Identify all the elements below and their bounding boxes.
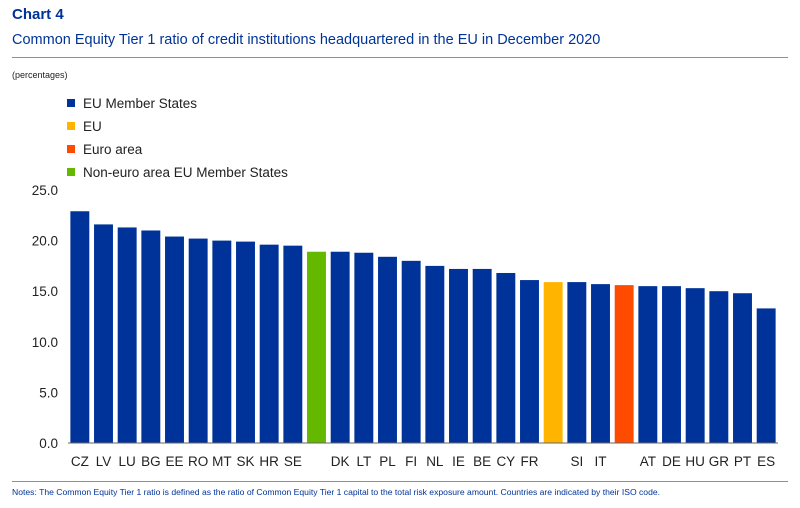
bar-gr [709, 291, 729, 443]
x-tick-label: SI [570, 454, 583, 469]
x-tick-label: SK [236, 454, 254, 469]
x-tick-label: BG [141, 454, 161, 469]
bar-be [472, 268, 492, 443]
legend-swatch-0 [67, 99, 75, 107]
bar-ie [449, 268, 468, 443]
legend-label-1: EU [83, 119, 102, 134]
bar-ee [165, 236, 184, 443]
bar-fi [401, 260, 421, 443]
bar-lu [117, 227, 137, 443]
bar-pl [378, 256, 397, 443]
bar-lt [354, 252, 374, 443]
footnote: Notes: The Common Equity Tier 1 ratio is… [12, 487, 661, 497]
legend: EU Member States EU Euro area Non-euro area… [67, 96, 288, 180]
chart-title: Common Equity Tier 1 ratio of credit ins… [12, 32, 601, 48]
bar-cy [496, 272, 516, 443]
x-tick-label: DE [662, 454, 681, 469]
bar-it [591, 284, 610, 443]
bar-fr [520, 280, 539, 443]
x-tick-label: EE [165, 454, 183, 469]
bar-cz [70, 211, 90, 443]
bar-hu [685, 288, 705, 443]
x-tick-label: AT [640, 454, 656, 469]
chart-number: Chart 4 [12, 6, 64, 23]
y-tick-label: 5.0 [39, 385, 58, 400]
x-tick-label: PL [379, 454, 396, 469]
legend-label-3: Non-euro area EU Member States [83, 165, 288, 180]
x-tick-label: IT [595, 454, 607, 469]
bar-hr [259, 244, 279, 443]
header-divider [12, 57, 788, 58]
x-tick-label: FI [405, 454, 417, 469]
x-tick-label: RO [188, 454, 208, 469]
x-tick-label: CY [496, 454, 515, 469]
bar-bg [141, 230, 161, 443]
x-tick-label: NL [426, 454, 444, 469]
legend-swatch-2 [67, 145, 75, 153]
bar-chart: EU Member States EU Euro area Non-euro area… [32, 96, 778, 469]
x-tick-label: MT [212, 454, 232, 469]
x-tick-label: HU [685, 454, 705, 469]
x-tick-label: LV [96, 454, 112, 469]
legend-swatch-1 [67, 122, 75, 130]
bar-ro [188, 238, 208, 443]
y-tick-label: 25.0 [32, 183, 58, 198]
bar-pt [733, 293, 752, 443]
x-tick-label: IE [452, 454, 465, 469]
x-tick-label: ES [757, 454, 775, 469]
bar-si [567, 282, 587, 443]
y-tick-label: 10.0 [32, 335, 58, 350]
x-tick-label: HR [259, 454, 279, 469]
bar-aggregate [307, 251, 326, 443]
y-tick-label: 15.0 [32, 284, 58, 299]
bar-se [283, 245, 303, 443]
y-axis: 0.0 5.0 10.0 15.0 20.0 25.0 [32, 183, 58, 451]
x-tick-label: SE [284, 454, 302, 469]
legend-label-0: EU Member States [83, 96, 197, 111]
bar-aggregate [614, 285, 634, 443]
x-tick-label: CZ [71, 454, 89, 469]
x-tick-label: FR [521, 454, 539, 469]
bar-lv [94, 224, 113, 443]
bar-es [756, 308, 776, 443]
x-tick-label: BE [473, 454, 491, 469]
x-axis-labels: CZ LV LU BG EE RO MT SK HR SE DK LT PL FI NL IE BE CY FR SI… [71, 454, 775, 469]
legend-swatch-3 [67, 168, 75, 176]
x-tick-label: GR [709, 454, 730, 469]
x-tick-label: PT [734, 454, 751, 469]
unit-label: (percentages) [12, 70, 68, 80]
bar-at [638, 286, 658, 443]
x-tick-label: LU [119, 454, 136, 469]
bar-mt [212, 240, 232, 443]
x-tick-label: LT [356, 454, 371, 469]
footer-divider [12, 481, 788, 482]
y-tick-label: 0.0 [39, 436, 58, 451]
x-tick-label: DK [331, 454, 350, 469]
legend-label-2: Euro area [83, 142, 143, 157]
bar-aggregate [543, 282, 563, 443]
bar-de [662, 286, 681, 443]
bar-nl [425, 265, 445, 443]
bar-sk [236, 241, 255, 443]
y-tick-label: 20.0 [32, 234, 58, 249]
bar-dk [330, 251, 350, 443]
bars [70, 211, 776, 443]
